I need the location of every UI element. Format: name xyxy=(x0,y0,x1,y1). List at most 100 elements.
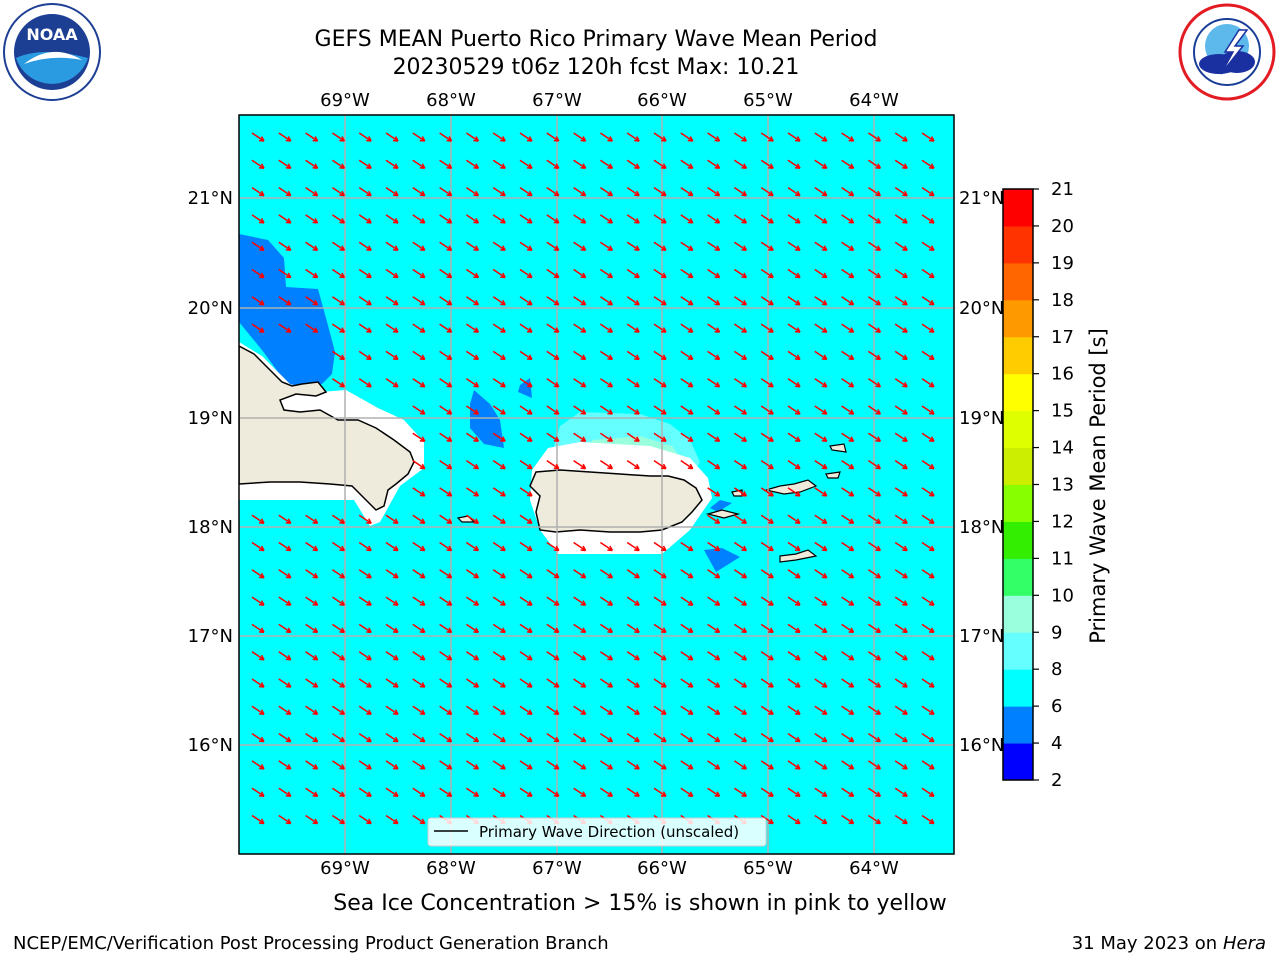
wave-arrow xyxy=(894,186,908,197)
wave-arrow xyxy=(867,678,882,688)
wave-arrow xyxy=(894,405,908,415)
wave-arrow xyxy=(626,760,640,770)
wave-arrow xyxy=(841,296,855,306)
wave-arrow xyxy=(412,323,426,333)
wave-arrow xyxy=(385,787,399,797)
lon-label-bottom: 64°W xyxy=(849,858,899,879)
wave-arrow xyxy=(653,214,667,224)
wave-arrow xyxy=(492,678,506,688)
wave-arrow xyxy=(305,241,319,251)
wave-arrow xyxy=(599,732,614,743)
wave-arrow xyxy=(385,569,399,579)
wave-arrow xyxy=(921,623,935,634)
wave-arrow xyxy=(814,296,828,306)
wave-arrow xyxy=(546,241,560,251)
wave-arrow xyxy=(841,132,855,142)
wave-arrow xyxy=(305,296,319,306)
colorbar-tick-label: 15 xyxy=(1051,401,1074,422)
wave-arrow xyxy=(680,459,694,470)
svg-text:NOAA: NOAA xyxy=(26,25,78,44)
wave-arrow xyxy=(841,268,855,279)
wave-arrow xyxy=(653,705,667,716)
wave-arrow xyxy=(305,186,319,197)
wave-arrow xyxy=(492,214,506,224)
lat-label-right: 19°N xyxy=(959,408,1004,429)
wave-arrow xyxy=(546,623,560,634)
wave-arrow xyxy=(867,405,882,415)
wave-arrow xyxy=(680,159,694,170)
wave-arrow xyxy=(814,651,828,661)
wave-arrow xyxy=(733,296,748,306)
wave-arrow xyxy=(707,432,721,443)
wave-arrow xyxy=(439,459,453,470)
wave-arrow xyxy=(412,241,426,251)
wave-arrow xyxy=(733,514,748,524)
wave-arrow xyxy=(787,541,801,552)
wave-arrow xyxy=(599,323,614,333)
wave-arrow xyxy=(787,787,801,797)
wave-arrow xyxy=(599,760,614,770)
wave-arrow xyxy=(412,405,426,415)
wave-arrow xyxy=(519,132,533,142)
wave-arrow xyxy=(760,623,774,634)
lon-label-bottom: 67°W xyxy=(532,858,582,879)
wave-arrow xyxy=(331,623,346,634)
wave-arrow xyxy=(439,541,453,552)
wave-arrow xyxy=(733,760,748,770)
wave-arrow xyxy=(465,569,480,579)
wave-arrow xyxy=(626,787,640,797)
wave-arrow xyxy=(465,596,480,606)
wave-arrow xyxy=(331,378,346,388)
wave-arrow xyxy=(894,541,908,552)
wave-arrow xyxy=(358,186,372,197)
wave-arrow xyxy=(814,814,828,825)
lat-label-left: 19°N xyxy=(188,408,233,429)
wave-arrow xyxy=(331,678,346,688)
wave-arrow xyxy=(733,159,748,170)
wave-arrow xyxy=(733,732,748,743)
wave-arrow xyxy=(653,241,667,251)
wave-arrow xyxy=(760,132,774,142)
wave-arrow xyxy=(653,268,667,279)
wave-arrow xyxy=(841,459,855,470)
wave-arrow xyxy=(921,241,935,251)
wave-arrow xyxy=(358,350,372,361)
wave-arrow xyxy=(358,760,372,770)
nws-logo xyxy=(1178,3,1276,101)
wave-arrow xyxy=(439,760,453,770)
legend-label: Primary Wave Direction (unscaled) xyxy=(479,823,739,841)
wave-arrow xyxy=(385,323,399,333)
wave-arrow xyxy=(439,487,453,497)
colorbar: 2 4 6 8 9 10 11 12 13 14 15 16 17 18 19 20 21 xyxy=(1002,179,1074,791)
colorbar-tick-label: 16 xyxy=(1051,364,1074,385)
wave-arrow xyxy=(733,623,748,634)
wave-arrow xyxy=(465,132,480,142)
wave-arrow xyxy=(680,732,694,743)
wave-arrow xyxy=(814,350,828,361)
wave-arrow xyxy=(251,214,265,224)
wave-arrow xyxy=(278,787,292,797)
wave-arrow xyxy=(573,132,587,142)
wave-arrow xyxy=(653,541,667,552)
wave-arrow xyxy=(573,214,587,224)
wave-arrow xyxy=(492,241,506,251)
wave-arrow xyxy=(921,214,935,224)
wave-arrow xyxy=(278,705,292,716)
wave-arrow xyxy=(465,241,480,251)
wave-arrow xyxy=(439,159,453,170)
wave-arrow xyxy=(733,459,748,470)
wave-arrow xyxy=(519,760,533,770)
wave-arrow xyxy=(787,186,801,197)
wave-arrow xyxy=(921,323,935,333)
wave-arrow xyxy=(278,296,292,306)
colorbar-tick-label: 14 xyxy=(1051,438,1074,459)
wave-arrow xyxy=(546,132,560,142)
wave-arrow xyxy=(867,541,882,552)
colorbar-tick-label: 21 xyxy=(1051,179,1074,200)
wave-arrow xyxy=(519,350,533,361)
wave-arrow xyxy=(492,787,506,797)
wave-arrow xyxy=(439,514,453,524)
wave-arrow xyxy=(492,186,506,197)
wave-arrow xyxy=(733,378,748,388)
wave-arrow xyxy=(492,487,506,497)
